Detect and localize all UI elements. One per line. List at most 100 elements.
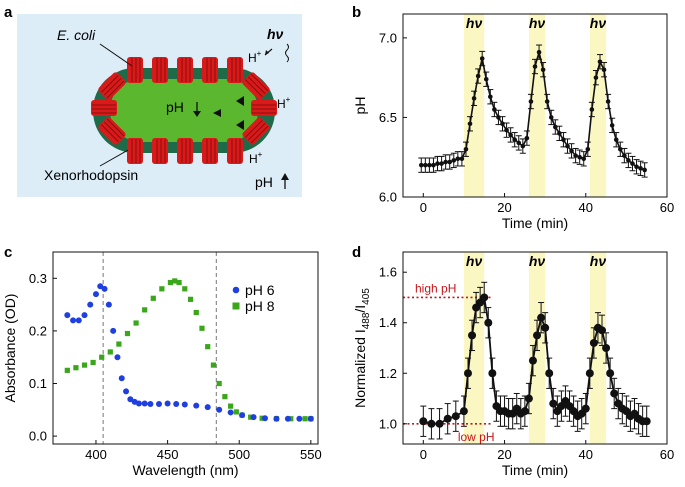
ph8-point [73,365,79,371]
data-point [593,75,599,80]
ph6-point [105,301,112,308]
y-tick-label: 7.0 [379,30,397,45]
ph6-point [81,312,88,319]
ph6-point [156,401,162,408]
light-on-label: hν [529,253,546,269]
cell-cytoplasm [110,79,258,142]
ph6-point [239,412,246,419]
panel-c: c 400 450 500 550 0.0 0.1 0.2 0.3 pH 6 pH 8 Wav… [2,244,322,478]
panel-letter-d: d [352,244,361,261]
data-point [634,164,639,170]
data-point [585,146,591,152]
x-tick-label: 60 [660,200,674,215]
ph6-point [123,388,130,395]
ph8-point [193,309,199,316]
light-on-band [463,252,485,444]
x-tick-label: 500 [228,447,250,462]
x-tick-label: 0 [420,200,427,215]
data-point [638,166,643,171]
light-on-band [589,252,607,444]
data-point [642,417,651,426]
data-point [488,94,493,100]
pump-icon [126,56,144,84]
light-on-label: hν [590,15,607,31]
hv-label: hν [267,26,284,42]
ph6-point [127,396,134,403]
ph-up-arrowhead-icon [281,173,289,180]
data-point [622,153,627,158]
y-axis-label: pH [352,97,368,115]
data-point [520,407,529,416]
x-tick-label: 450 [157,447,179,462]
panel-b: b hν hν hν 0 20 40 60 6.0 6.5 7.0 Time (min) pH [352,4,674,231]
ph6-point [97,283,104,290]
ph8-point [90,359,96,366]
data-point [463,369,472,378]
data-points [418,44,648,178]
hplus-label-2: H+ [277,95,291,111]
ph8-point [133,320,139,326]
legend-label-ph6: pH 6 [245,282,275,298]
data-point [532,64,538,69]
proton-arrow-icon [236,96,244,106]
x-tick-label: 40 [579,447,593,462]
data-point [447,159,453,165]
ph6-point [164,400,171,407]
data-point [540,67,546,72]
ph6-point [75,317,82,324]
ph8-point [187,296,194,302]
ph8-point [302,416,308,422]
ph6-point [181,401,188,408]
pump-icon [151,56,169,84]
x-axis-label: Time (min) [502,215,568,231]
ph6-point [118,375,125,382]
data-point [488,369,497,378]
data-point [500,121,505,127]
y-tick-label: 6.5 [379,110,397,125]
data-point [516,140,522,146]
ph6-point [307,415,314,422]
inside-ph-label: pH [166,99,184,115]
panel-letter-a: a [4,4,13,21]
data-point [480,293,489,302]
data-point [606,369,615,378]
data-point [533,331,542,340]
data-point [475,73,481,79]
data-point [537,313,546,322]
ecoli-label: E. coli [57,27,96,43]
proton-arrow-icon [213,109,221,117]
pump-icon [126,137,144,165]
y-tick-label: 0.3 [29,271,47,286]
ph6-point [250,414,257,421]
data-point [451,412,460,421]
data-point [585,369,594,378]
ph8-point [159,286,165,292]
hplus-label-1: H+ [248,49,262,65]
data-point [459,407,468,416]
data-point [569,148,574,154]
data-point [423,162,428,168]
pump-icon [201,137,219,165]
data-point [630,161,635,166]
x-tick-label: 550 [300,447,322,462]
data-point [581,156,587,162]
reference-lines [403,296,493,425]
x-tick-label: 20 [497,200,511,215]
data-point [601,67,607,72]
data-point [609,123,615,128]
data-point [557,131,562,136]
data-point [602,344,611,352]
ph6-point [64,312,71,319]
data-point [548,115,554,120]
axes-frame [402,13,668,198]
data-point [455,156,461,162]
pump-icon [90,99,118,117]
data-point [483,76,489,82]
data-point [617,146,623,152]
high-ph-label: high pH [415,281,456,295]
x-tick-label: 40 [579,200,593,215]
data-point [451,158,457,163]
data-point [435,161,440,166]
ph8-point [172,278,178,284]
data-point [418,162,424,168]
